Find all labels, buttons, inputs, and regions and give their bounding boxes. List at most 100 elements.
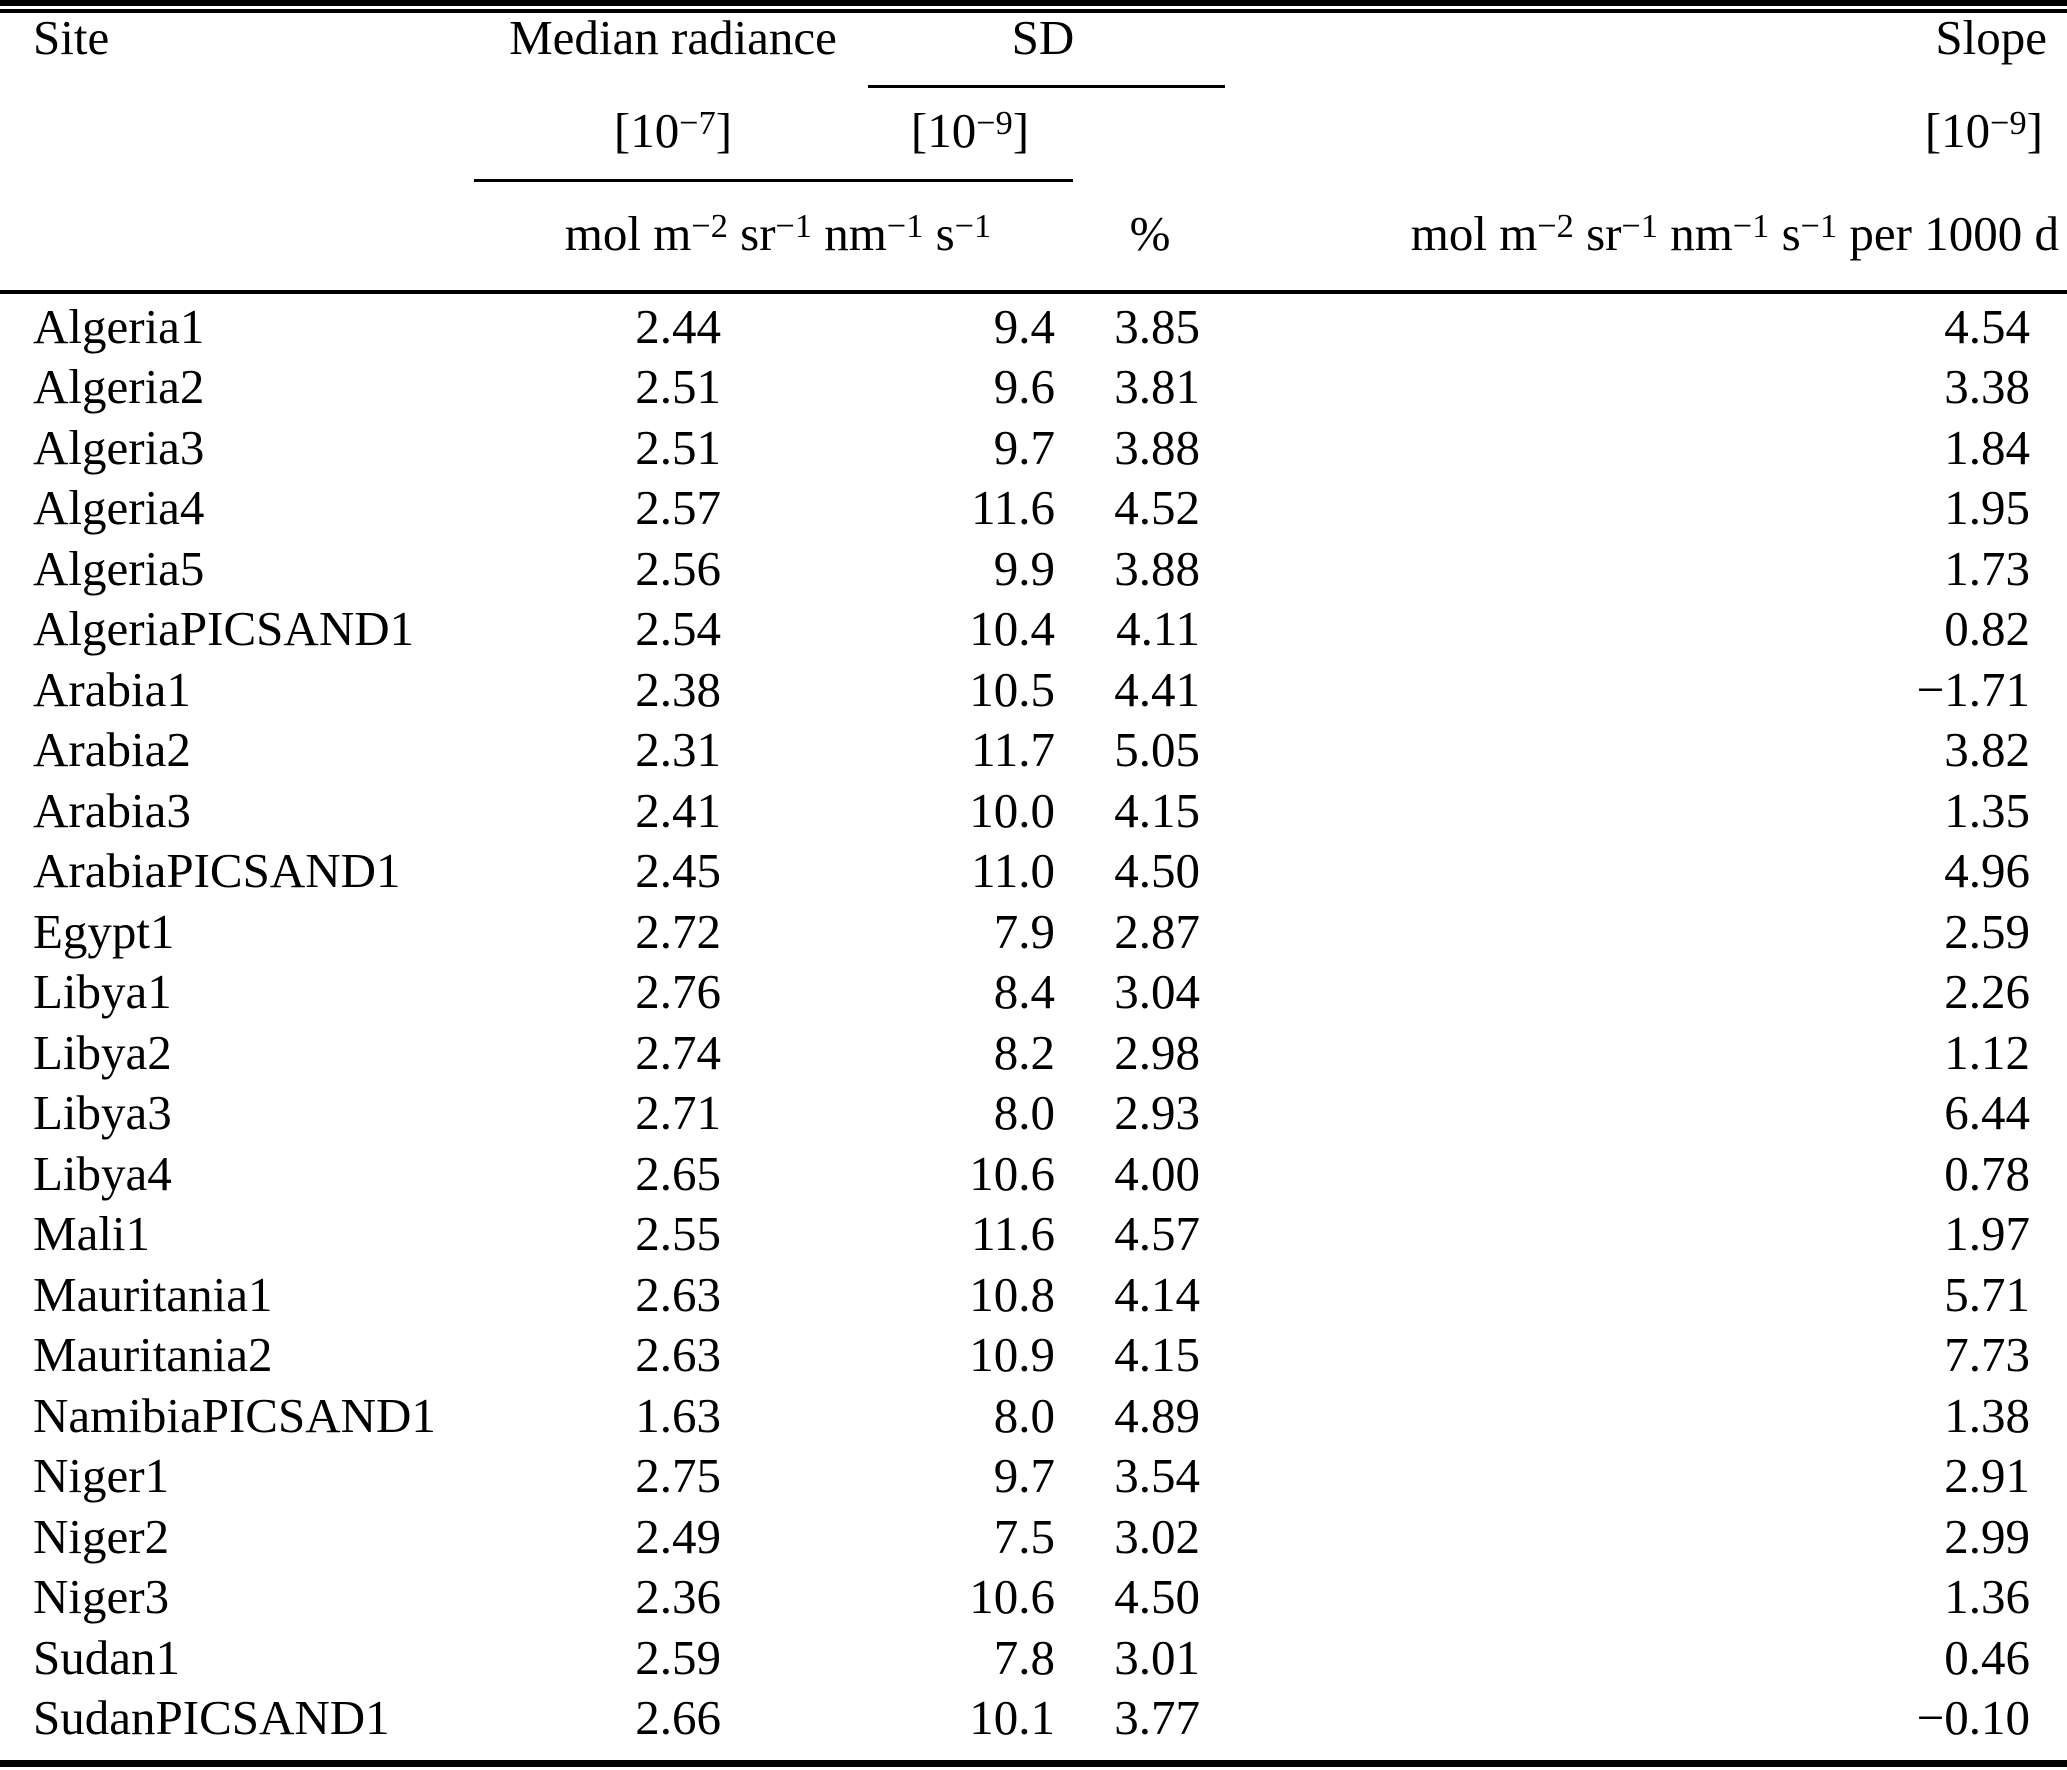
cell-slope: 1.36 (1944, 1569, 2030, 1625)
cell-site: Niger1 (33, 1448, 170, 1504)
table-row: Arabia2 2.31 11.7 5.05 3.82 (0, 720, 2067, 781)
cell-sd-percent: 2.98 (1114, 1024, 1200, 1080)
cell-sd-absolute: 8.2 (993, 1024, 1055, 1080)
cell-slope: 0.78 (1944, 1145, 2030, 1201)
table-row: Algeria3 2.51 9.7 3.88 1.84 (0, 417, 2067, 478)
cell-slope: 5.71 (1944, 1266, 2030, 1322)
cell-sd-percent: 3.81 (1114, 359, 1200, 415)
cell-sd-absolute: 7.5 (993, 1508, 1055, 1564)
cell-median-radiance: 2.75 (635, 1448, 721, 1504)
sd-span-rule (868, 85, 1225, 88)
table-row: Algeria4 2.57 11.6 4.52 1.95 (0, 478, 2067, 539)
cell-sd-absolute: 10.6 (969, 1145, 1055, 1201)
cell-slope: 2.26 (1944, 964, 2030, 1020)
table-row: Mauritania2 2.63 10.9 4.15 7.73 (0, 1325, 2067, 1386)
cell-site: AlgeriaPICSAND1 (33, 601, 415, 657)
cell-sd-percent: 3.85 (1114, 298, 1200, 354)
cell-slope: 0.82 (1944, 601, 2030, 657)
cell-site: NamibiaPICSAND1 (33, 1387, 436, 1443)
cell-median-radiance: 2.44 (635, 298, 721, 354)
cell-sd-absolute: 10.4 (969, 601, 1055, 657)
cell-slope: 4.54 (1944, 298, 2030, 354)
cell-slope: 3.82 (1944, 722, 2030, 778)
cell-site: Algeria5 (33, 540, 205, 596)
column-header-slope: Slope (1935, 10, 2047, 65)
sd-percent-units-label: % (1129, 206, 1171, 261)
cell-sd-absolute: 8.4 (993, 964, 1055, 1020)
table-row: Algeria1 2.44 9.4 3.85 4.54 (0, 296, 2067, 357)
radiance-units-label: mol m−2 sr−1 nm−1 s−1 (564, 206, 992, 261)
table-row: Egypt1 2.72 7.9 2.87 2.59 (0, 901, 2067, 962)
cell-slope: 7.73 (1944, 1327, 2030, 1383)
cell-site: Algeria2 (33, 359, 205, 415)
column-header-median-radiance: Median radiance (509, 10, 837, 65)
cell-median-radiance: 2.36 (635, 1569, 721, 1625)
cell-site: Mali1 (33, 1206, 151, 1262)
cell-sd-percent: 4.52 (1114, 480, 1200, 536)
cell-site: Mauritania1 (33, 1266, 273, 1322)
cell-site: Egypt1 (33, 903, 175, 959)
median-radiance-scale-label: [10−7] (613, 103, 733, 158)
cell-sd-absolute: 9.9 (993, 540, 1055, 596)
table-row: Niger1 2.75 9.7 3.54 2.91 (0, 1446, 2067, 1507)
cell-median-radiance: 2.56 (635, 540, 721, 596)
cell-site: Algeria3 (33, 419, 205, 475)
cell-median-radiance: 2.65 (635, 1145, 721, 1201)
cell-sd-percent: 4.15 (1114, 782, 1200, 838)
cell-median-radiance: 2.76 (635, 964, 721, 1020)
table-row: Sudan1 2.59 7.8 3.01 0.46 (0, 1627, 2067, 1688)
cell-median-radiance: 2.63 (635, 1327, 721, 1383)
cell-site: ArabiaPICSAND1 (33, 843, 401, 899)
column-header-sd: SD (1011, 10, 1075, 65)
table-row: Niger3 2.36 10.6 4.50 1.36 (0, 1567, 2067, 1628)
cell-sd-percent: 3.01 (1114, 1629, 1200, 1685)
cell-site: SudanPICSAND1 (33, 1690, 390, 1746)
cell-sd-absolute: 11.7 (971, 722, 1055, 778)
cell-site: Mauritania2 (33, 1327, 273, 1383)
table-row: Mali1 2.55 11.6 4.57 1.97 (0, 1204, 2067, 1265)
cell-median-radiance: 2.49 (635, 1508, 721, 1564)
cell-sd-absolute: 11.6 (971, 1206, 1055, 1262)
cell-sd-absolute: 10.9 (969, 1327, 1055, 1383)
cell-sd-percent: 3.88 (1114, 540, 1200, 596)
cell-sd-absolute: 10.5 (969, 661, 1055, 717)
table-row: AlgeriaPICSAND1 2.54 10.4 4.11 0.82 (0, 599, 2067, 660)
cell-sd-percent: 2.87 (1114, 903, 1200, 959)
cell-slope: 1.12 (1944, 1024, 2030, 1080)
cell-median-radiance: 2.59 (635, 1629, 721, 1685)
cell-sd-percent: 4.11 (1116, 601, 1200, 657)
cell-slope: 3.38 (1944, 359, 2030, 415)
cell-site: Libya4 (33, 1145, 172, 1201)
table-top-rule-inner (0, 9, 2067, 13)
cell-sd-absolute: 9.7 (993, 419, 1055, 475)
cell-sd-percent: 3.54 (1114, 1448, 1200, 1504)
table-row: Libya2 2.74 8.2 2.98 1.12 (0, 1022, 2067, 1083)
table-row: Libya3 2.71 8.0 2.93 6.44 (0, 1083, 2067, 1144)
cell-slope: 1.95 (1944, 480, 2030, 536)
table-row: NamibiaPICSAND1 1.63 8.0 4.89 1.38 (0, 1385, 2067, 1446)
cell-slope: 1.38 (1944, 1387, 2030, 1443)
table-row: SudanPICSAND1 2.66 10.1 3.77 −0.10 (0, 1688, 2067, 1749)
table-row: Mauritania1 2.63 10.8 4.14 5.71 (0, 1264, 2067, 1325)
table-body: Algeria1 2.44 9.4 3.85 4.54 Algeria2 2.5… (0, 296, 2067, 1748)
cell-sd-absolute: 9.7 (993, 1448, 1055, 1504)
cell-slope: −1.71 (1916, 661, 2030, 717)
table-row: Arabia3 2.41 10.0 4.15 1.35 (0, 780, 2067, 841)
header-body-rule (0, 290, 2067, 294)
table-row: ArabiaPICSAND1 2.45 11.0 4.50 4.96 (0, 841, 2067, 902)
cell-site: Libya1 (33, 964, 172, 1020)
cell-median-radiance: 2.66 (635, 1690, 721, 1746)
table-row: Libya1 2.76 8.4 3.04 2.26 (0, 962, 2067, 1023)
cell-site: Algeria1 (33, 298, 205, 354)
cell-sd-percent: 4.41 (1114, 661, 1200, 717)
cell-sd-absolute: 9.6 (993, 359, 1055, 415)
cell-site: Libya3 (33, 1085, 172, 1141)
cell-slope: 1.84 (1944, 419, 2030, 475)
cell-sd-absolute: 10.1 (969, 1690, 1055, 1746)
cell-sd-percent: 4.50 (1114, 843, 1200, 899)
cell-slope: 2.91 (1944, 1448, 2030, 1504)
cell-sd-absolute: 8.0 (993, 1085, 1055, 1141)
cell-site: Arabia3 (33, 782, 191, 838)
cell-sd-absolute: 10.0 (969, 782, 1055, 838)
